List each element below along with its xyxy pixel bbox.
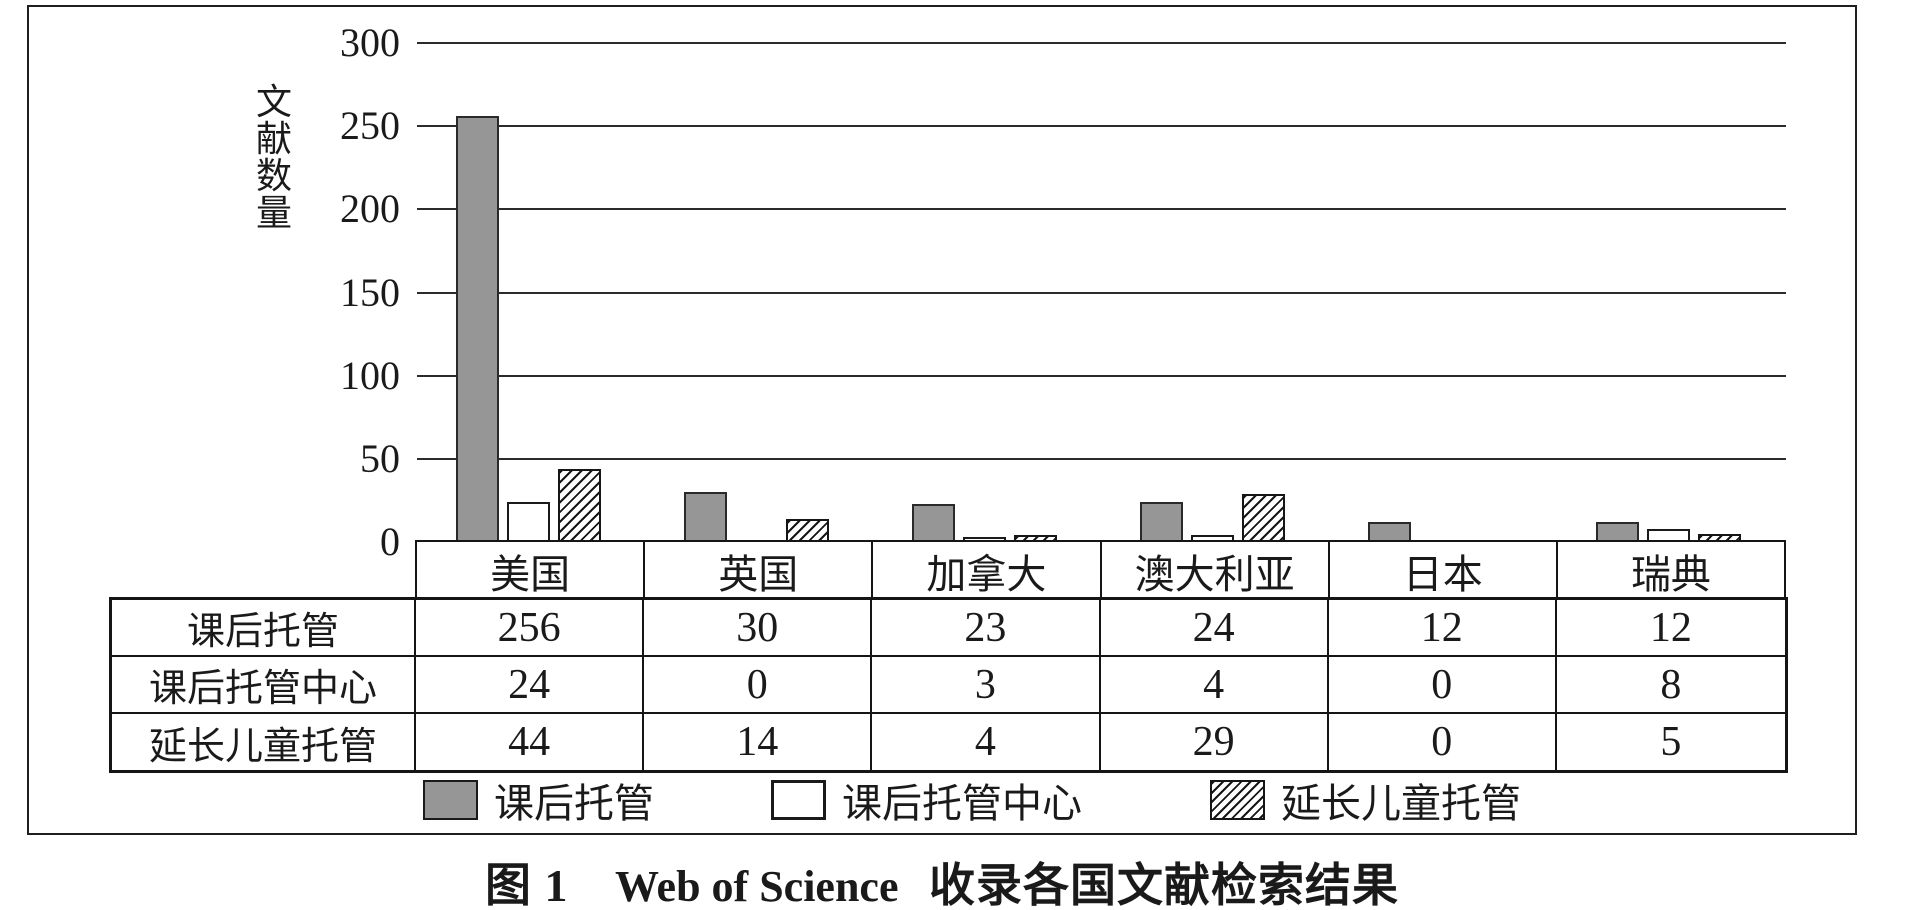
table-header-cell: 澳大利亚 — [1102, 542, 1330, 599]
y-tick-label: 50 — [360, 436, 400, 481]
y-tick-label: 300 — [340, 20, 400, 65]
bar-series-0-category-4 — [1368, 522, 1411, 542]
table-header-cell: 英国 — [645, 542, 874, 599]
table-header-cell: 美国 — [417, 542, 646, 599]
table-value-cell: 29 — [1101, 714, 1329, 770]
table-value-cell: 30 — [644, 600, 873, 657]
table-header-cell: 日本 — [1330, 542, 1558, 599]
bar-series-0-category-2 — [912, 504, 955, 542]
table-value-cell: 23 — [872, 600, 1101, 657]
table-value-cell: 0 — [1329, 714, 1557, 770]
table-value-cell: 256 — [416, 600, 645, 657]
y-gridline-100 — [417, 375, 1786, 377]
y-axis-title: 文 献 数 量 — [255, 82, 292, 233]
table-value-cell: 0 — [644, 657, 873, 714]
y-tick-label: 250 — [340, 103, 400, 148]
bar-series-2-category-1 — [786, 519, 829, 542]
table-value-cell: 12 — [1328, 600, 1557, 657]
bar-series-0-category-5 — [1596, 522, 1639, 542]
table-row-label: 课后托管中心 — [112, 657, 416, 714]
table-value-cell: 44 — [416, 714, 645, 770]
bar-series-0-category-3 — [1140, 502, 1183, 542]
table-value-cell: 4 — [872, 714, 1101, 770]
table-header-cell: 加拿大 — [873, 542, 1102, 599]
table-value-cell: 8 — [1556, 657, 1785, 714]
y-tick-label: 150 — [340, 270, 400, 315]
bar-series-2-category-0 — [558, 469, 601, 542]
figure-caption: 图 1 Web of Science 收录各国文献检索结果 — [27, 849, 1857, 910]
data-table-body: 课后托管 256 30 23 24 12 12 课后托管中心 24 0 3 4 0 8 延长儿童托管 44 14… — [109, 597, 1788, 773]
y-gridline-200 — [417, 208, 1786, 210]
bar-series-0-category-1 — [684, 492, 727, 542]
y-tick-label: 0 — [380, 519, 400, 564]
y-tick-label: 200 — [340, 186, 400, 231]
table-row-label: 延长儿童托管 — [112, 714, 416, 770]
y-gridline-50 — [417, 458, 1786, 460]
bar-series-1-category-0 — [507, 502, 550, 542]
bar-series-0-category-0 — [456, 116, 499, 542]
table-row-label: 课后托管 — [112, 600, 416, 657]
table-value-cell: 4 — [1100, 657, 1329, 714]
table-value-cell: 5 — [1660, 719, 1682, 765]
y-gridline-150 — [417, 292, 1786, 294]
y-tick-label: 100 — [340, 353, 400, 398]
bar-series-2-category-3 — [1242, 494, 1285, 542]
caption-figure-number: 图 1 — [484, 860, 569, 910]
caption-cjk-text: 收录各国文献检索结果 — [929, 860, 1399, 910]
table-header-row: 美国 英国 加拿大 澳大利亚 日本 瑞典 — [415, 540, 1786, 601]
table-value-cell: 24 — [1100, 600, 1329, 657]
caption-latin-text: Web of Science — [614, 862, 899, 910]
y-gridline-300 — [417, 42, 1786, 44]
table-value-cell: 24 — [416, 657, 645, 714]
table-header-cell: 瑞典 — [1630, 551, 1711, 597]
table-value-cell: 0 — [1328, 657, 1557, 714]
table-value-cell: 12 — [1556, 600, 1785, 657]
table-value-cell: 3 — [872, 657, 1101, 714]
table-value-cell: 14 — [644, 714, 873, 770]
y-gridline-250 — [417, 125, 1786, 127]
